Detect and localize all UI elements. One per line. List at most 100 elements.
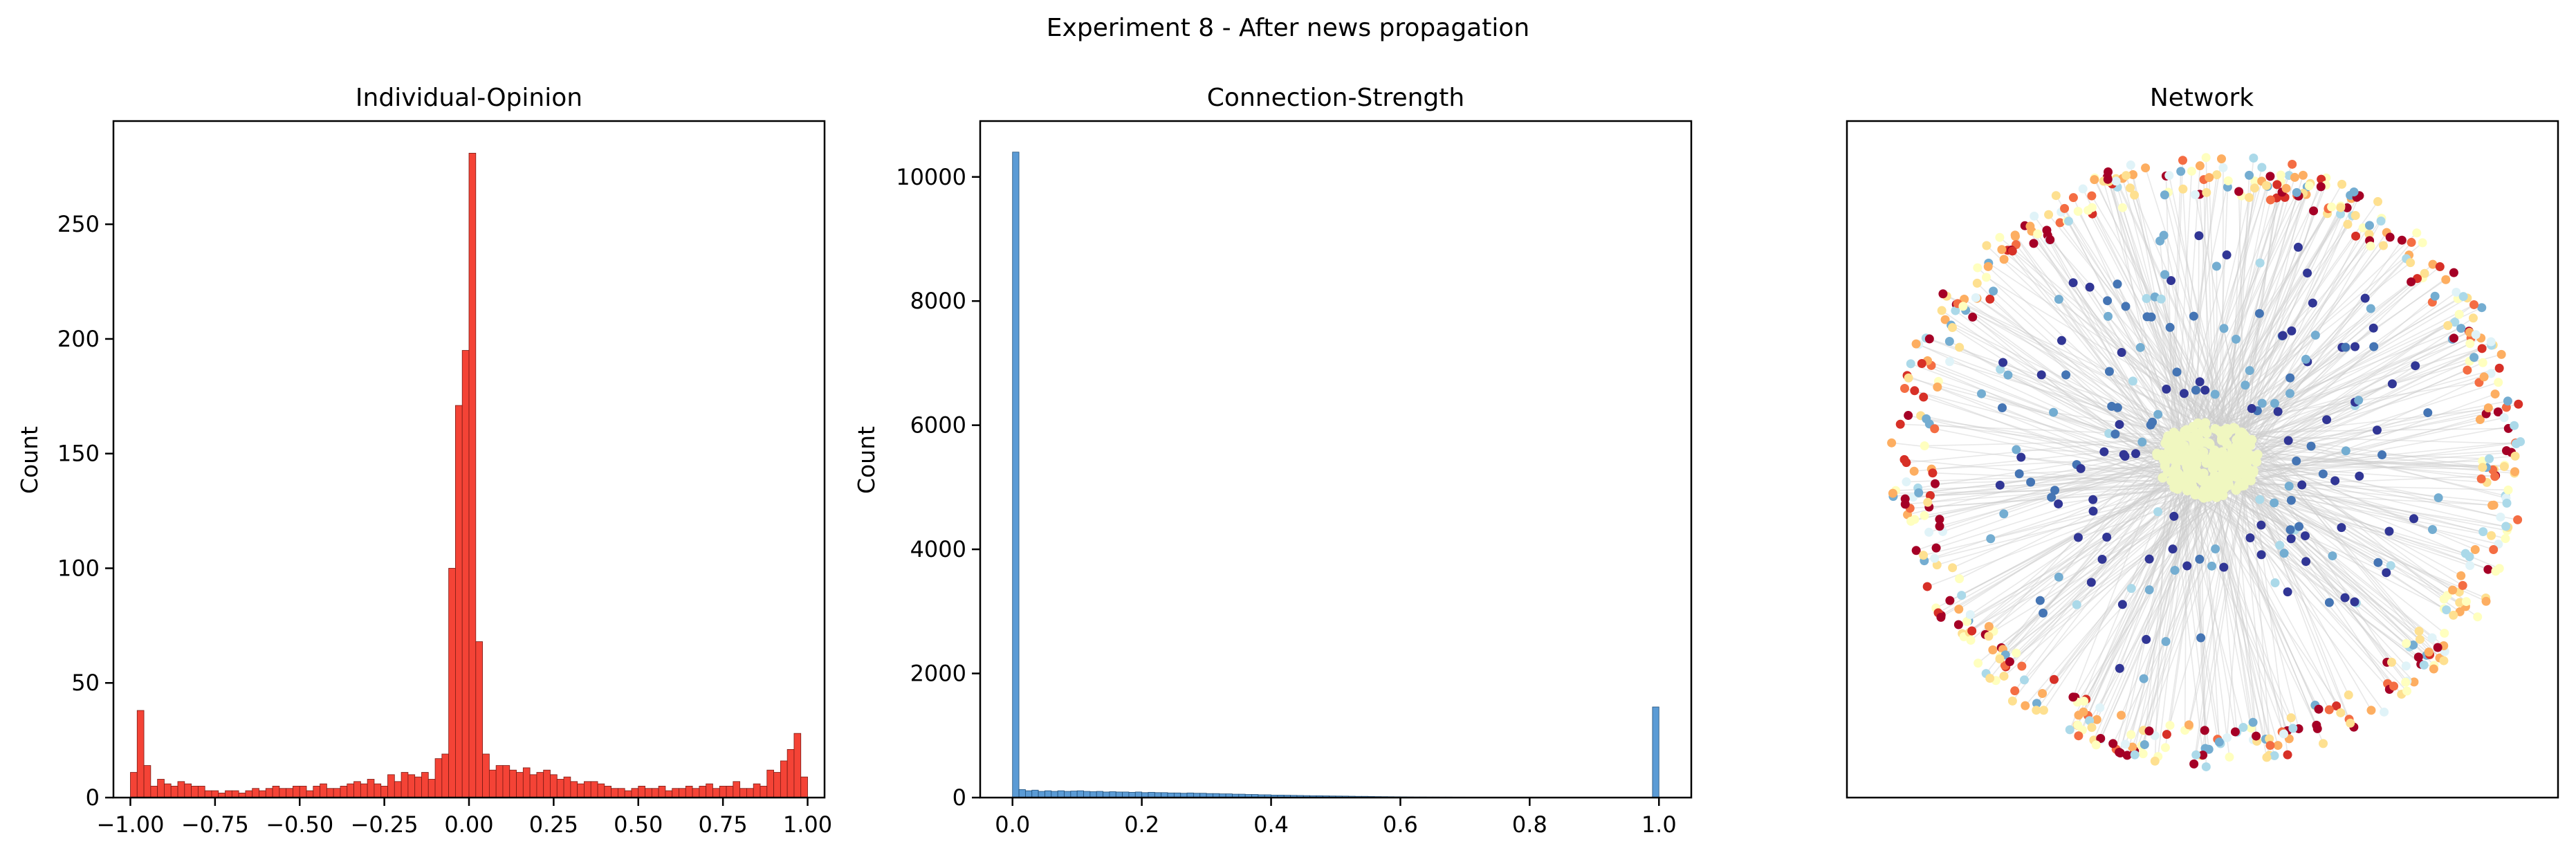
network-edge	[2238, 484, 2445, 661]
network-edge	[2050, 239, 2238, 450]
network-node	[2510, 421, 2519, 430]
network-node	[2377, 450, 2387, 460]
network-node	[2130, 750, 2140, 760]
network-edge	[2023, 468, 2227, 681]
network-edge	[2072, 197, 2185, 441]
network-node	[2194, 231, 2204, 241]
network-node	[2113, 403, 2122, 412]
network-center-node	[2152, 450, 2162, 461]
network-node	[2469, 300, 2479, 309]
network-node	[2412, 228, 2422, 238]
network-node	[2073, 207, 2083, 217]
network-node	[1985, 674, 1995, 683]
network-edge	[2200, 480, 2246, 756]
network-node	[2434, 493, 2443, 503]
network-edge	[2245, 478, 2489, 570]
network-node	[2111, 176, 2121, 186]
network-edge	[2215, 488, 2438, 648]
network-node	[2473, 612, 2483, 622]
network-center-node	[2215, 488, 2225, 498]
network-node	[2138, 749, 2148, 759]
network-node	[2103, 174, 2113, 184]
histogram-bar	[495, 765, 504, 798]
network-edge	[2210, 177, 2296, 454]
network-edge	[2220, 185, 2327, 460]
network-node	[1967, 626, 1977, 636]
network-node	[2051, 191, 2061, 201]
network-edge	[1915, 459, 2169, 551]
network-edge	[2215, 183, 2311, 470]
network-node	[2384, 526, 2394, 536]
network-node	[1920, 511, 1929, 520]
network-node	[2115, 420, 2124, 430]
network-node	[1935, 522, 1944, 531]
network-edge	[1906, 472, 2173, 483]
x-tick-label: 0.75	[699, 811, 748, 838]
network-node	[1902, 477, 1911, 487]
opinion-histogram-bars	[130, 153, 808, 798]
network-edge	[2115, 445, 2191, 750]
network-node	[2499, 461, 2509, 471]
network-edge	[2164, 459, 2207, 748]
network-edge	[2187, 474, 2407, 644]
network-edge	[1962, 490, 2230, 634]
network-node	[2279, 729, 2289, 739]
histogram-bar	[563, 776, 571, 798]
network-edge	[2002, 472, 2186, 650]
network-node	[2494, 378, 2503, 387]
network-node	[2245, 170, 2254, 180]
network-edge	[1988, 262, 2247, 436]
network-node	[1955, 342, 1965, 352]
network-node	[1984, 622, 1994, 632]
network-node	[2126, 160, 2135, 170]
opinion-histogram-ylabel: Count	[16, 426, 43, 494]
network-edge	[2214, 201, 2379, 434]
network-node	[1914, 488, 1924, 497]
network-edge	[2230, 304, 2474, 477]
network-node	[2165, 721, 2175, 730]
histogram-bar	[320, 783, 327, 798]
network-node	[2144, 585, 2154, 595]
network-node	[2318, 469, 2328, 479]
network-node	[2285, 389, 2294, 398]
network-node	[2126, 730, 2136, 739]
network-node	[2429, 664, 2438, 674]
network-node	[2088, 506, 2098, 516]
network-node	[2283, 750, 2292, 760]
histogram-bar	[645, 788, 652, 798]
histogram-bar	[712, 788, 720, 798]
x-tick-label: 1.0	[1641, 811, 1677, 838]
network-edge	[2004, 485, 2240, 666]
network-edge	[2195, 481, 2246, 755]
network-edge	[2087, 468, 2202, 716]
histogram-bar	[584, 781, 591, 798]
network-edge	[2241, 457, 2483, 468]
network-node	[2010, 686, 2020, 696]
histogram-bar	[665, 790, 673, 798]
network-edge	[2189, 470, 2236, 733]
network-edge	[1918, 461, 2196, 494]
network-edge	[2247, 441, 2393, 663]
network-node	[2019, 675, 2029, 685]
histogram-bar	[604, 786, 611, 798]
network-edge	[2206, 445, 2312, 448]
network-node	[2003, 370, 2013, 380]
network-center-node	[2191, 466, 2202, 476]
network-edge	[2193, 192, 2207, 448]
histogram-bar	[204, 790, 212, 798]
network-node	[2470, 545, 2480, 555]
network-edge	[2225, 481, 2466, 554]
network-edge	[2202, 460, 2445, 652]
network-node	[2169, 511, 2179, 521]
network-edge	[2198, 279, 2447, 451]
histogram-bar	[164, 783, 172, 798]
network-edge	[2168, 171, 2182, 480]
network-node	[2351, 231, 2361, 241]
network-edge	[2199, 218, 2382, 483]
network-node	[2045, 235, 2055, 244]
network-node	[2407, 237, 2416, 247]
network-node	[2250, 176, 2260, 186]
network-node	[2065, 725, 2074, 735]
network-node	[2483, 403, 2493, 413]
histogram-bar	[380, 786, 388, 798]
